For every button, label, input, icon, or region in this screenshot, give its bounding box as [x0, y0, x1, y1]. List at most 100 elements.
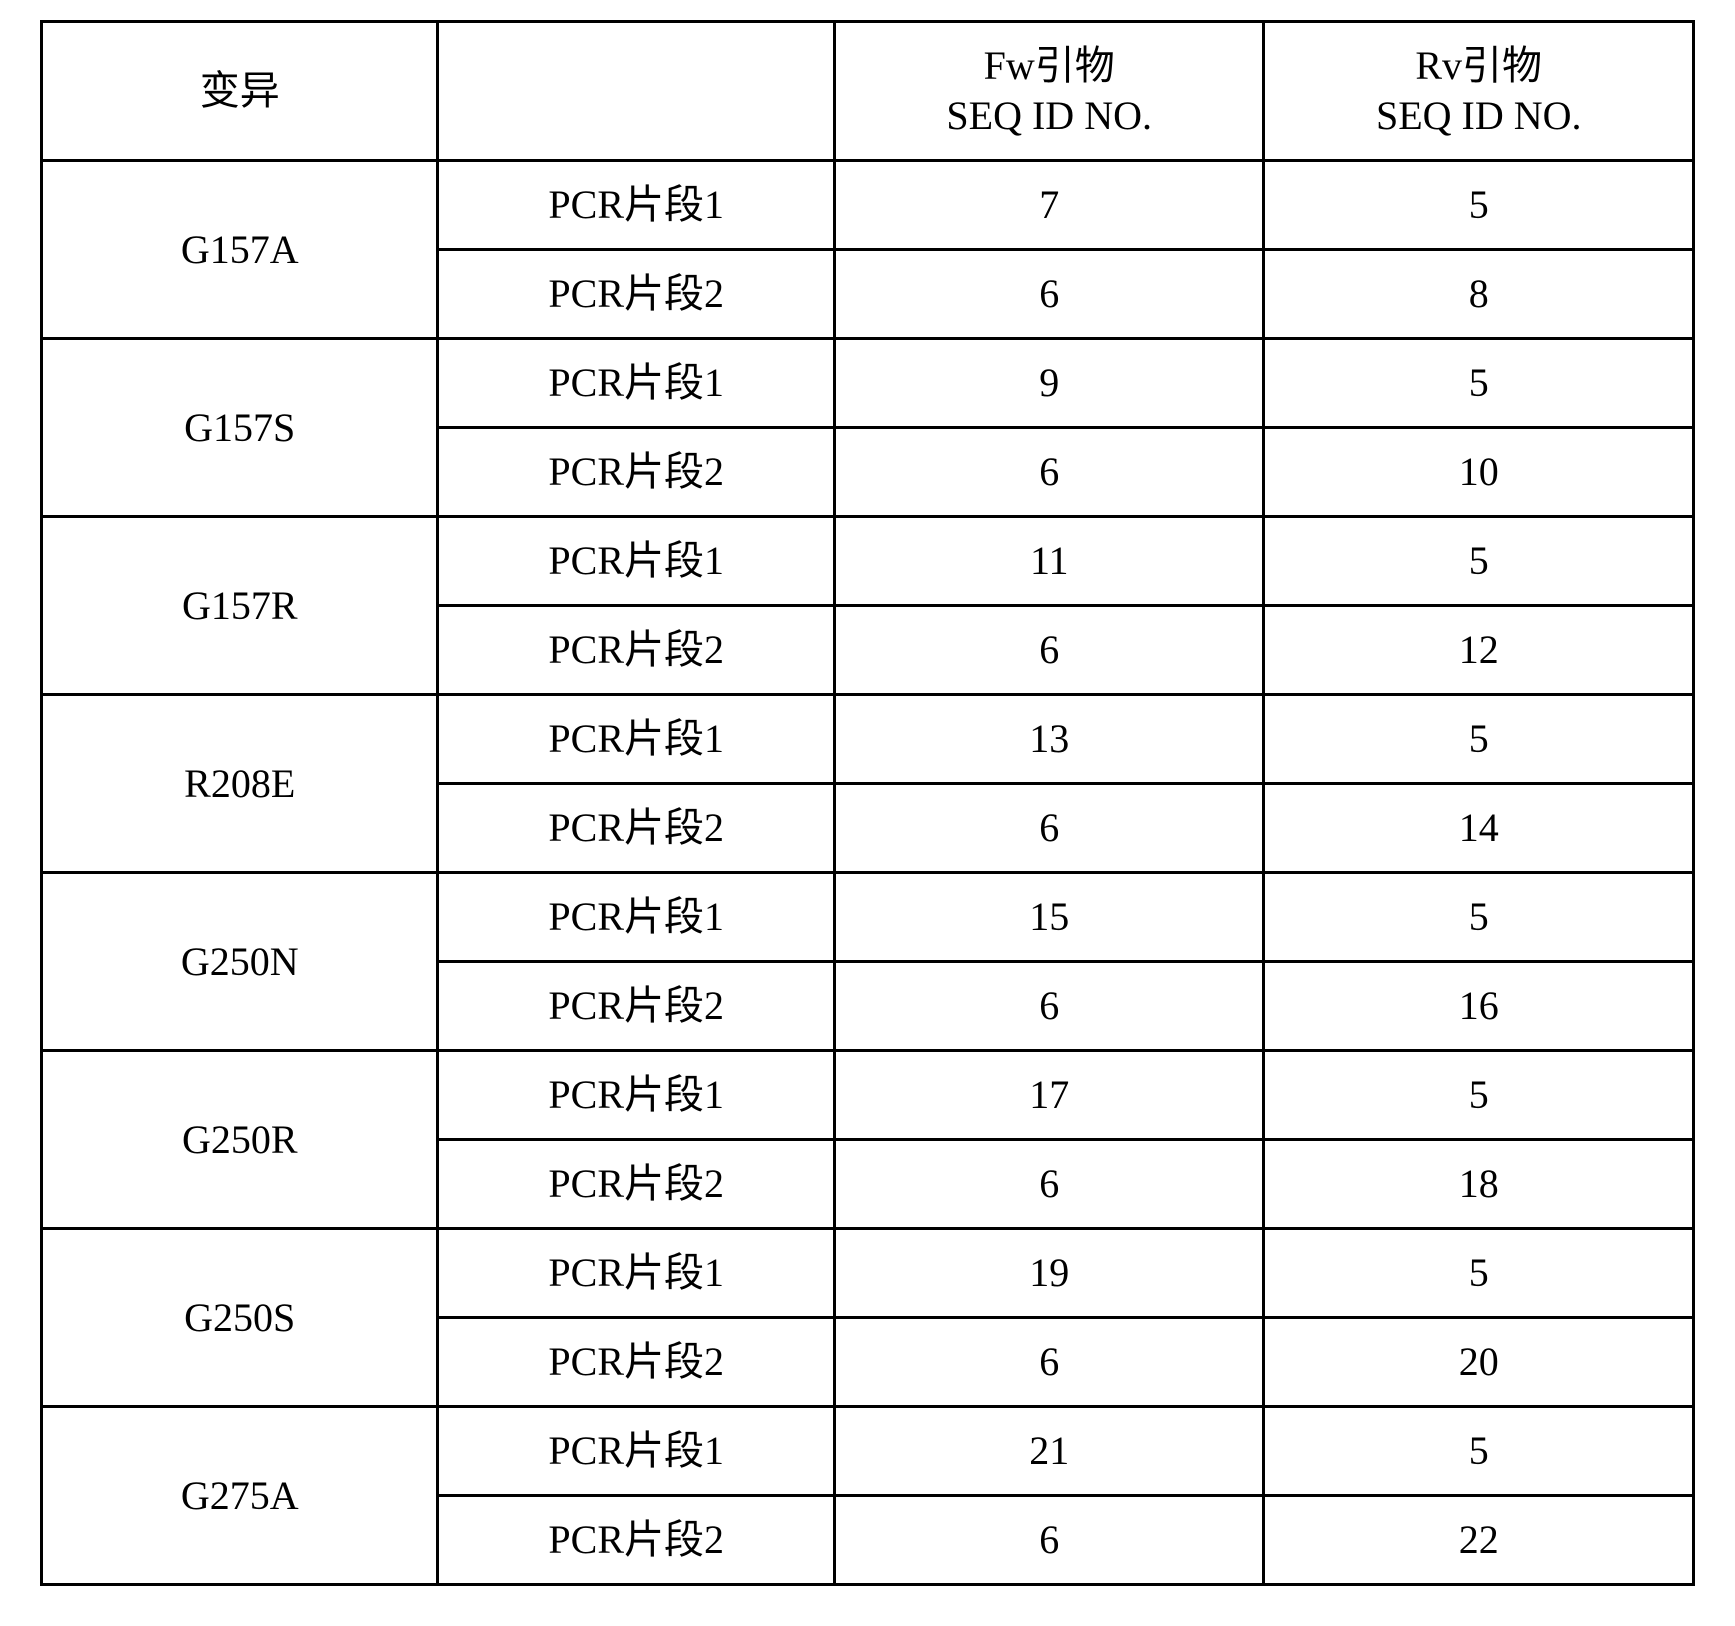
fw-value: 6 — [1039, 983, 1059, 1028]
mutation-text: G250N — [181, 939, 299, 984]
rv-cell: 5 — [1264, 517, 1694, 606]
rv-cell: 5 — [1264, 1051, 1694, 1140]
rv-value: 5 — [1469, 538, 1489, 583]
table-row: G275APCR片段1215 — [42, 1407, 1694, 1496]
rv-cell: 5 — [1264, 1229, 1694, 1318]
col-header-fw-line1: Fw引物 — [844, 41, 1255, 91]
col-header-fw: Fw引物 SEQ ID NO. — [834, 22, 1264, 161]
table-row: G250NPCR片段1155 — [42, 873, 1694, 962]
fragment-cell: PCR片段2 — [438, 1140, 834, 1229]
fragment-cell: PCR片段1 — [438, 1051, 834, 1140]
fragment-label: PCR片段1 — [548, 1428, 724, 1473]
table-row: G157RPCR片段1115 — [42, 517, 1694, 606]
fw-cell: 6 — [834, 962, 1264, 1051]
rv-value: 5 — [1469, 1072, 1489, 1117]
col-header-fw-line2: SEQ ID NO. — [844, 91, 1255, 141]
fw-value: 6 — [1039, 1517, 1059, 1562]
fw-cell: 9 — [834, 339, 1264, 428]
table-body: G157A PCR片段1 7 5 PCR片段2 6 8 G157S PCR片段1 9 5 PCR片段2… — [42, 161, 1694, 1585]
mutation-cell: G157A — [42, 161, 438, 339]
mutation-cell: G250R — [42, 1051, 438, 1229]
fragment-cell: PCR片段2 — [438, 1318, 834, 1407]
rv-value: 5 — [1469, 716, 1489, 761]
fw-cell: 7 — [834, 161, 1264, 250]
rv-cell: 22 — [1264, 1496, 1694, 1585]
fw-cell: 6 — [834, 1140, 1264, 1229]
mutation-text: R208E — [184, 761, 295, 806]
mutation-text: G157S — [184, 405, 295, 450]
fragment-label: PCR片段2 — [548, 627, 724, 672]
fragment-cell: PCR片段1 — [438, 517, 834, 606]
fw-value: 19 — [1029, 1250, 1069, 1295]
table-row: G157APCR片段175 — [42, 161, 1694, 250]
fw-cell: 15 — [834, 873, 1264, 962]
rv-value: 22 — [1459, 1517, 1499, 1562]
col-header-rv-line2: SEQ ID NO. — [1273, 91, 1684, 141]
fw-value: 7 — [1039, 182, 1059, 227]
mutation-text: G275A — [181, 1473, 299, 1518]
rv-cell: 5 — [1264, 873, 1694, 962]
table-header-row: 变异 Fw引物 SEQ ID NO. Rv引物 SEQ ID NO. — [42, 22, 1694, 161]
primer-table: 变异 Fw引物 SEQ ID NO. Rv引物 SEQ ID NO. G157A… — [40, 20, 1695, 1586]
rv-value: 8 — [1469, 271, 1489, 316]
mutation-text: G157R — [182, 583, 298, 628]
col-header-fragment — [438, 22, 834, 161]
table-row: G250RPCR片段1175 — [42, 1051, 1694, 1140]
fragment-label: PCR片段2 — [548, 1161, 724, 1206]
col-header-mutation-text: 变异 — [200, 68, 280, 113]
fragment-label: PCR片段1 — [548, 182, 724, 227]
rv-value: 5 — [1469, 182, 1489, 227]
fragment-cell: PCR片段2 — [438, 606, 834, 695]
fw-cell: 21 — [834, 1407, 1264, 1496]
rv-value: 16 — [1459, 983, 1499, 1028]
fw-value: 6 — [1039, 449, 1059, 494]
rv-value: 10 — [1459, 449, 1499, 494]
fragment-label: PCR片段2 — [548, 1517, 724, 1562]
rv-value: 18 — [1459, 1161, 1499, 1206]
fw-value: 6 — [1039, 805, 1059, 850]
rv-cell: 20 — [1264, 1318, 1694, 1407]
mutation-cell: G275A — [42, 1407, 438, 1585]
fragment-label: PCR片段1 — [548, 360, 724, 405]
fragment-cell: PCR片段2 — [438, 784, 834, 873]
rv-value: 5 — [1469, 1250, 1489, 1295]
fw-value: 15 — [1029, 894, 1069, 939]
fragment-label: PCR片段1 — [548, 538, 724, 583]
fw-cell: 6 — [834, 428, 1264, 517]
fw-value: 6 — [1039, 1161, 1059, 1206]
rv-value: 12 — [1459, 627, 1499, 672]
fw-cell: 13 — [834, 695, 1264, 784]
rv-cell: 12 — [1264, 606, 1694, 695]
col-header-rv: Rv引物 SEQ ID NO. — [1264, 22, 1694, 161]
fragment-cell: PCR片段1 — [438, 1407, 834, 1496]
rv-cell: 5 — [1264, 1407, 1694, 1496]
fragment-cell: PCR片段2 — [438, 1496, 834, 1585]
fw-cell: 17 — [834, 1051, 1264, 1140]
table-row: R208EPCR片段1135 — [42, 695, 1694, 784]
fw-value: 6 — [1039, 271, 1059, 316]
rv-value: 5 — [1469, 360, 1489, 405]
rv-cell: 10 — [1264, 428, 1694, 517]
fw-cell: 6 — [834, 606, 1264, 695]
fw-cell: 6 — [834, 1318, 1264, 1407]
fw-value: 11 — [1030, 538, 1069, 583]
rv-cell: 18 — [1264, 1140, 1694, 1229]
rv-cell: 8 — [1264, 250, 1694, 339]
table-row: G250SPCR片段1195 — [42, 1229, 1694, 1318]
col-header-rv-line1: Rv引物 — [1273, 41, 1684, 91]
fragment-label: PCR片段1 — [548, 1072, 724, 1117]
fw-cell: 6 — [834, 1496, 1264, 1585]
mutation-cell: G250S — [42, 1229, 438, 1407]
fragment-label: PCR片段1 — [548, 894, 724, 939]
fragment-cell: PCR片段2 — [438, 250, 834, 339]
fragment-label: PCR片段2 — [548, 805, 724, 850]
fw-value: 21 — [1029, 1428, 1069, 1473]
mutation-text: G250S — [184, 1295, 295, 1340]
fragment-cell: PCR片段1 — [438, 695, 834, 784]
mutation-cell: R208E — [42, 695, 438, 873]
fragment-cell: PCR片段1 — [438, 339, 834, 428]
fragment-label: PCR片段1 — [548, 716, 724, 761]
mutation-cell: G250N — [42, 873, 438, 1051]
fw-value: 17 — [1029, 1072, 1069, 1117]
fw-value: 6 — [1039, 1339, 1059, 1384]
